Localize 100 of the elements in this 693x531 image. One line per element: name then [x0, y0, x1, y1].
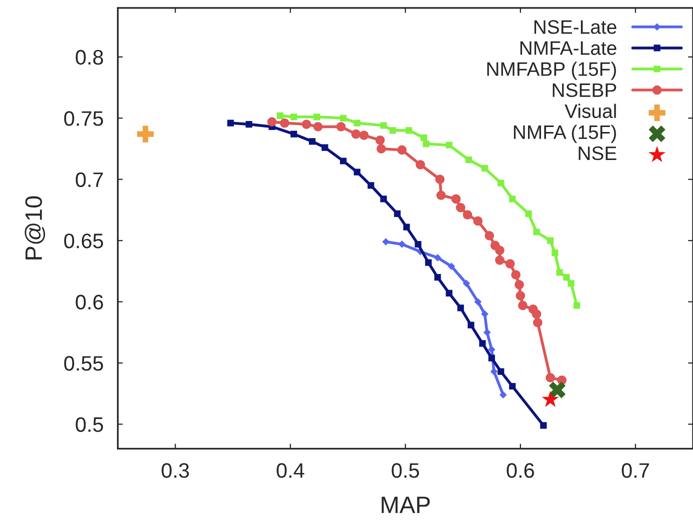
- point: [340, 114, 347, 122]
- legend-label: NSEBP: [552, 83, 616, 98]
- point: [434, 274, 441, 281]
- y-tick-label: 0.5: [76, 417, 104, 432]
- y-tick-label: 0.7: [76, 172, 103, 188]
- point: [514, 280, 524, 290]
- point: [308, 138, 316, 145]
- x-tick-label: 0.6: [506, 463, 534, 478]
- point: [380, 122, 387, 129]
- legend-label: NMFA (15F): [514, 124, 616, 143]
- x-tick-label: 0.4: [276, 463, 304, 478]
- point: [290, 130, 298, 138]
- point: [227, 120, 234, 126]
- point: [354, 120, 360, 126]
- point: [474, 298, 482, 306]
- point: [368, 182, 374, 189]
- y-tick-label: 0.8: [76, 50, 104, 65]
- point: [397, 145, 407, 155]
- point: [290, 114, 298, 120]
- point: [552, 250, 558, 256]
- point: [568, 280, 574, 287]
- point: [505, 259, 515, 269]
- point: [280, 118, 290, 128]
- point: [462, 210, 472, 220]
- point: [351, 129, 361, 139]
- point: [511, 270, 521, 280]
- point: [509, 196, 516, 202]
- point: [435, 174, 445, 184]
- point: [276, 112, 284, 119]
- point: [382, 238, 390, 246]
- point: [420, 134, 428, 142]
- point: [518, 300, 528, 310]
- point: [313, 122, 323, 132]
- point: [481, 165, 488, 172]
- point: [479, 340, 486, 347]
- point: [302, 120, 312, 129]
- y-axis-title: P@10: [24, 196, 46, 260]
- point: [414, 240, 422, 248]
- point: [498, 368, 504, 375]
- point: [495, 246, 504, 256]
- point: [394, 210, 401, 217]
- x-tick-label: 0.3: [162, 463, 189, 478]
- y-tick-label: 0.65: [64, 234, 104, 248]
- point: [246, 120, 252, 128]
- point: [533, 228, 540, 236]
- point: [484, 230, 494, 240]
- point: [336, 122, 346, 132]
- point: [488, 346, 496, 353]
- point: [403, 224, 410, 230]
- point: [498, 180, 504, 186]
- point: [380, 196, 387, 202]
- point: [465, 156, 472, 164]
- point: [416, 160, 426, 170]
- legend-label: NSE-Late: [534, 20, 616, 34]
- point: [456, 202, 466, 212]
- legend-label: NMFABP (15F): [487, 62, 616, 80]
- point: [137, 126, 154, 142]
- point: [425, 259, 432, 266]
- point: [473, 216, 483, 226]
- legend-label: Visual: [564, 104, 616, 118]
- point: [434, 254, 442, 262]
- point: [563, 274, 570, 281]
- point: [267, 117, 277, 127]
- point: [533, 318, 542, 328]
- point: [490, 368, 498, 376]
- point: [516, 290, 526, 300]
- legend-label: NSE: [578, 146, 616, 160]
- point: [525, 210, 532, 217]
- point: [532, 309, 542, 319]
- point: [462, 280, 470, 287]
- point: [446, 290, 452, 297]
- point: [451, 194, 461, 204]
- point: [457, 304, 464, 312]
- y-tick-label: 0.6: [76, 294, 104, 310]
- point: [389, 127, 396, 134]
- point: [542, 390, 559, 408]
- point: [468, 322, 474, 328]
- point: [436, 190, 446, 200]
- point: [398, 240, 406, 248]
- point: [446, 142, 452, 148]
- point: [375, 135, 385, 145]
- point: [322, 144, 328, 151]
- point: [340, 158, 347, 164]
- point: [406, 127, 412, 134]
- x-axis-title: MAP: [382, 496, 430, 514]
- point: [359, 130, 369, 140]
- point: [546, 373, 556, 382]
- point: [448, 262, 455, 270]
- point: [500, 391, 507, 398]
- point: [488, 354, 495, 362]
- point: [314, 114, 320, 120]
- point: [556, 269, 563, 276]
- x-tick-label: 0.5: [392, 463, 420, 478]
- point: [484, 328, 491, 336]
- point: [481, 310, 488, 318]
- point: [540, 422, 547, 429]
- point: [495, 255, 504, 265]
- point: [547, 237, 554, 244]
- point: [509, 382, 516, 390]
- x-tick-label: 0.7: [622, 463, 649, 478]
